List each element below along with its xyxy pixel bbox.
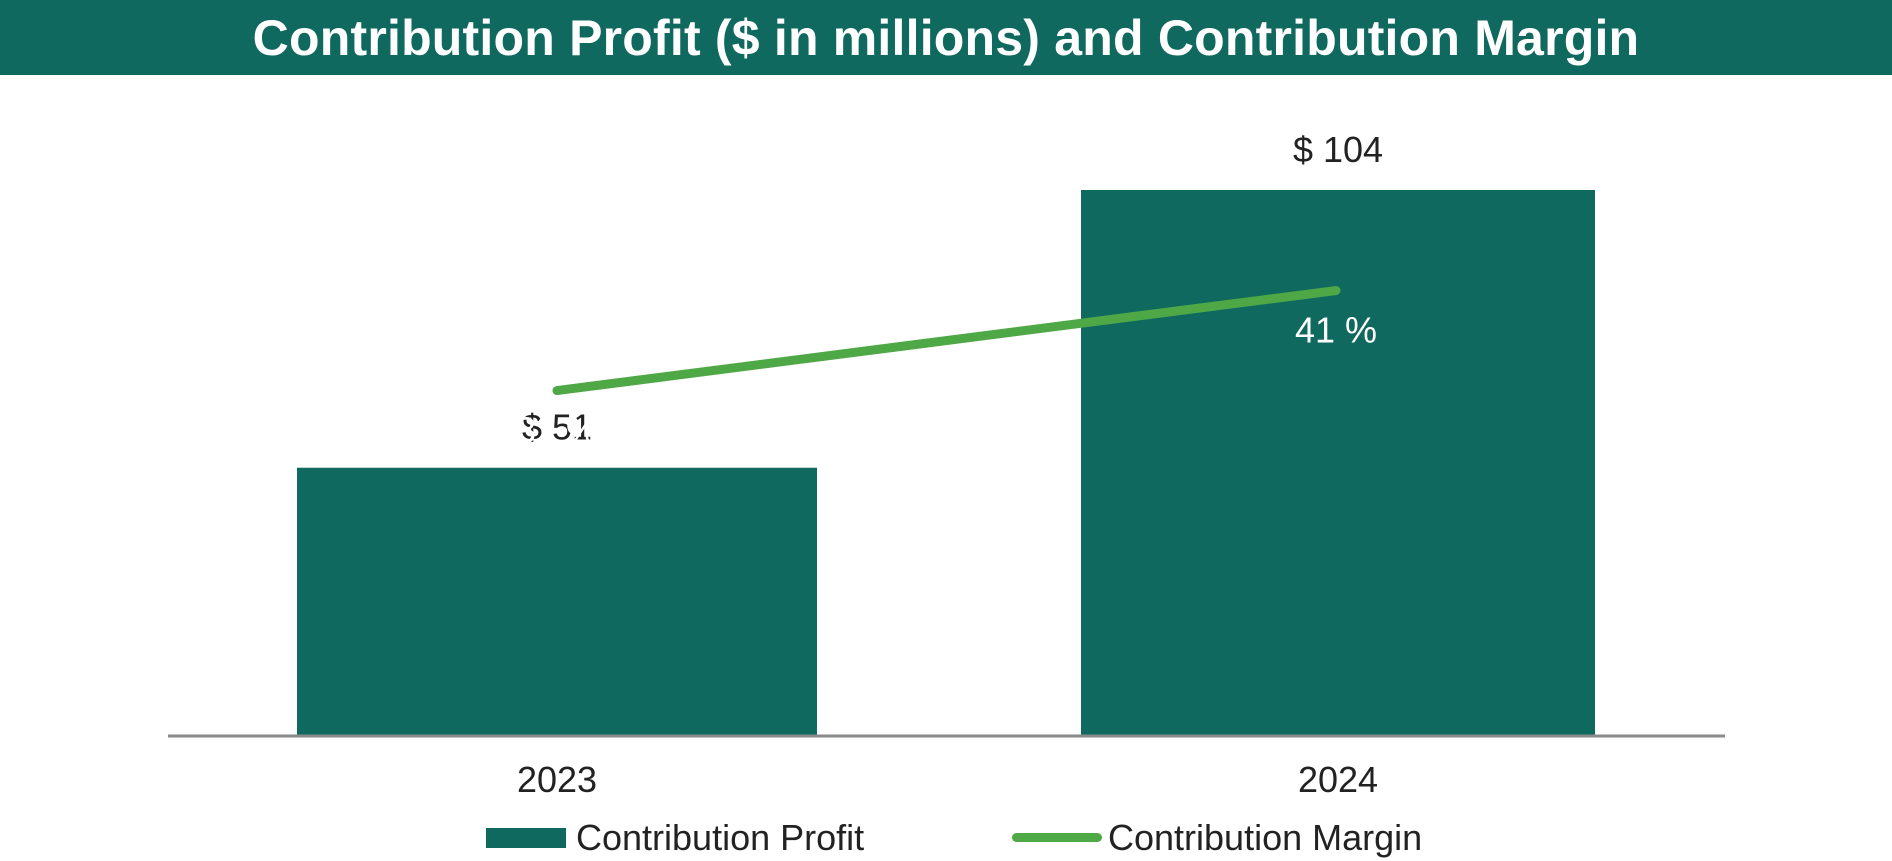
legend-label-contribution-margin: Contribution Margin [1108, 816, 1423, 858]
x-tick-label-2024: 2024 [1298, 759, 1378, 800]
margin-point-2023 [556, 390, 558, 392]
bar-label-2023: $ 51 [522, 407, 592, 448]
legend-swatch-bar [486, 827, 566, 848]
margin-label-2024: 41 % [1295, 310, 1377, 351]
chart-legend: Contribution Profit Contribution Margin [0, 815, 1892, 860]
bar-2023 [297, 467, 817, 735]
legend-item-contribution-profit: Contribution Profit [486, 815, 864, 860]
x-tick-label-2023: 2023 [517, 759, 597, 800]
bar-2024 [1081, 190, 1595, 735]
legend-label-contribution-profit: Contribution Profit [576, 816, 865, 858]
margin-line [552, 286, 1341, 396]
chart-title: Contribution Profit ($ in millions) and … [252, 9, 1640, 66]
legend-item-contribution-margin: Contribution Margin [1012, 815, 1422, 860]
margin-point-2024 [1335, 290, 1337, 292]
margin-label-2023: 32 % [516, 410, 598, 451]
chart-title-bar: Contribution Profit ($ in millions) and … [0, 0, 1892, 75]
legend-swatch-line [1012, 833, 1102, 842]
bar-label-2024: $ 104 [1293, 129, 1383, 170]
